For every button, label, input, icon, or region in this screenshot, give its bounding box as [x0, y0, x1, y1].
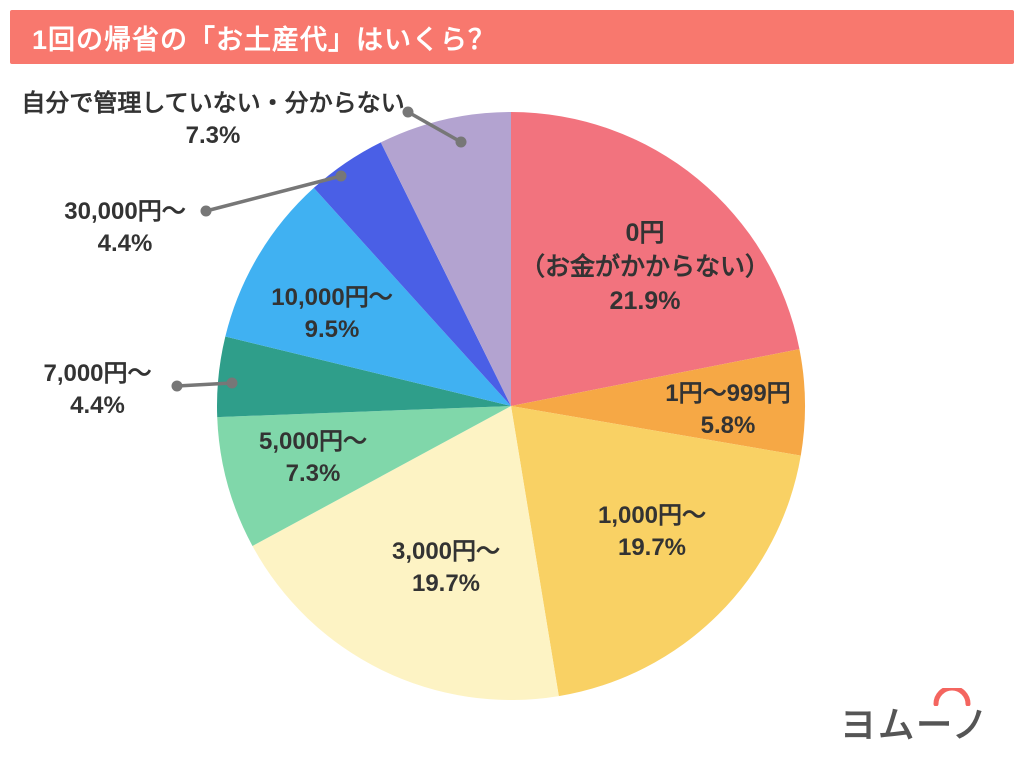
leader-lines — [171, 106, 467, 392]
pie-label-pct: 19.7% — [411, 570, 481, 597]
pie-slice-7 — [313, 142, 511, 406]
leader-dot — [335, 170, 347, 182]
pie-label-1000: 1,000円〜 19.7% — [552, 500, 752, 564]
pie-slice-5 — [217, 336, 512, 418]
pie-label-text: 7,000円〜 — [43, 360, 152, 387]
pie-label-30000: 30,000円〜 4.4% — [25, 196, 225, 260]
pie-label-3000: 3,000円〜 19.7% — [346, 536, 546, 600]
page-title: 1回の帰省の「お土産代」はいくら？ — [32, 24, 497, 55]
pie-slice-2 — [511, 406, 801, 697]
pie-label-pct: 4.4% — [97, 230, 153, 257]
pie-label-text: 3,000円〜 — [391, 538, 501, 565]
pie-label-pct: 7.3% — [285, 460, 341, 487]
pie-label-10000: 10,000円〜 9.5% — [232, 282, 432, 346]
leader-line-unknown — [407, 110, 462, 144]
pie-slice-3 — [252, 406, 559, 701]
pie-label-text: 30,000円〜 — [64, 198, 186, 225]
pie-label-pct: 19.7% — [617, 534, 687, 561]
pie-slice-0 — [511, 112, 800, 406]
pie-label-pct: 9.5% — [304, 316, 360, 343]
pie-label-7000: 7,000円〜 4.4% — [0, 358, 195, 422]
pie-label-0yen: 0円 （お金がかからない） 21.9% — [495, 216, 795, 318]
leader-line-7000 — [176, 381, 233, 388]
pie-label-pct: 21.9% — [609, 287, 681, 315]
leader-dot — [455, 136, 467, 148]
pie-slice-6 — [225, 187, 511, 406]
pie-label-5000: 5,000円〜 7.3% — [213, 426, 413, 490]
pie-slices — [217, 112, 805, 701]
leader-dot — [226, 377, 238, 389]
pie-slice-1 — [511, 349, 805, 456]
logo: ヨムーノ — [840, 704, 990, 745]
pie-label-1-999: 1円〜999円 5.8% — [628, 378, 828, 442]
leader-dot — [200, 205, 212, 217]
pie-label-text: 5,000円〜 — [258, 428, 368, 455]
pie-label-text: 1,000円〜 — [597, 502, 707, 529]
pie-label-unknown: 自分で管理していない・分からない 7.3% — [18, 88, 408, 152]
pie-slice-8 — [380, 112, 511, 406]
pie-label-pct: 5.8% — [700, 412, 756, 439]
pie-label-pct: 7.3% — [185, 122, 241, 149]
leader-dot — [402, 106, 414, 118]
pie-label-pct: 4.4% — [70, 392, 125, 419]
leader-dot — [171, 380, 183, 392]
header-bar: 1回の帰省の「お土産代」はいくら？ — [10, 10, 1014, 64]
pie-label-text: （お金がかからない） — [519, 253, 770, 281]
pie-label-text: 10,000円〜 — [271, 284, 393, 311]
pie-label-text: 0円 — [625, 219, 665, 247]
pie-label-text: 自分で管理していない・分からない — [21, 90, 405, 117]
pie-label-text: 1円〜999円 — [665, 380, 791, 407]
logo-arc-icon — [933, 688, 971, 706]
pie-slice-4 — [217, 406, 511, 547]
leader-line-30000 — [205, 174, 342, 213]
